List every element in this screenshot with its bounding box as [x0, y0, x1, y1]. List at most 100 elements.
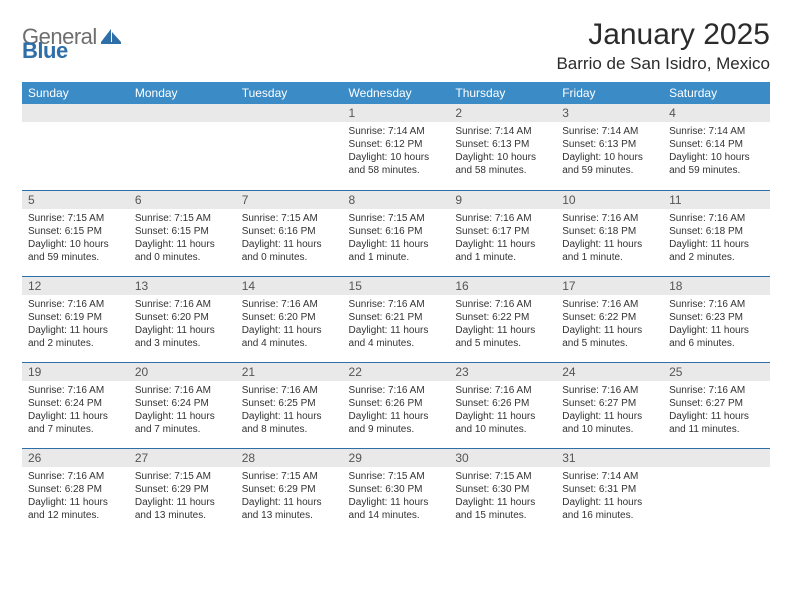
day-line: Sunset: 6:24 PM	[28, 397, 123, 410]
day-line: Sunrise: 7:14 AM	[669, 125, 764, 138]
day-number: 5	[22, 191, 129, 209]
day-line: Sunrise: 7:16 AM	[135, 298, 230, 311]
day-line: Sunset: 6:15 PM	[135, 225, 230, 238]
day-line: Daylight: 11 hours	[28, 496, 123, 509]
day-body: Sunrise: 7:14 AMSunset: 6:12 PMDaylight:…	[343, 122, 450, 181]
day-line: Sunset: 6:12 PM	[349, 138, 444, 151]
day-line: Sunrise: 7:14 AM	[349, 125, 444, 138]
day-body: Sunrise: 7:16 AMSunset: 6:28 PMDaylight:…	[22, 467, 129, 526]
day-body: Sunrise: 7:16 AMSunset: 6:18 PMDaylight:…	[663, 209, 770, 268]
day-line: Daylight: 11 hours	[455, 496, 550, 509]
day-number: 1	[343, 104, 450, 122]
day-line: Sunset: 6:29 PM	[242, 483, 337, 496]
day-line: Daylight: 11 hours	[562, 324, 657, 337]
day-number: 20	[129, 363, 236, 381]
day-line: Daylight: 11 hours	[455, 238, 550, 251]
day-line: and 10 minutes.	[562, 423, 657, 436]
day-line: and 1 minute.	[349, 251, 444, 264]
day-body: Sunrise: 7:16 AMSunset: 6:26 PMDaylight:…	[343, 381, 450, 440]
calendar-day-cell: 28Sunrise: 7:15 AMSunset: 6:29 PMDayligh…	[236, 448, 343, 534]
day-line: Sunrise: 7:16 AM	[242, 298, 337, 311]
day-line: Sunset: 6:18 PM	[562, 225, 657, 238]
day-line: Sunrise: 7:16 AM	[349, 384, 444, 397]
day-body: Sunrise: 7:16 AMSunset: 6:22 PMDaylight:…	[449, 295, 556, 354]
day-line: Sunrise: 7:15 AM	[455, 470, 550, 483]
day-line: Daylight: 11 hours	[28, 324, 123, 337]
day-line: and 2 minutes.	[28, 337, 123, 350]
day-line: and 13 minutes.	[242, 509, 337, 522]
day-line: Sunrise: 7:16 AM	[135, 384, 230, 397]
day-line: and 2 minutes.	[669, 251, 764, 264]
weekday-header: Saturday	[663, 82, 770, 104]
calendar-day-cell: 29Sunrise: 7:15 AMSunset: 6:30 PMDayligh…	[343, 448, 450, 534]
day-line: Sunset: 6:21 PM	[349, 311, 444, 324]
calendar-body: 1Sunrise: 7:14 AMSunset: 6:12 PMDaylight…	[22, 104, 770, 534]
day-line: Sunset: 6:15 PM	[28, 225, 123, 238]
day-line: Daylight: 11 hours	[349, 410, 444, 423]
day-number: 3	[556, 104, 663, 122]
weekday-header: Friday	[556, 82, 663, 104]
day-line: Daylight: 11 hours	[242, 496, 337, 509]
day-line: Daylight: 10 hours	[349, 151, 444, 164]
day-line: Sunrise: 7:15 AM	[28, 212, 123, 225]
day-number-empty	[663, 449, 770, 467]
day-line: and 9 minutes.	[349, 423, 444, 436]
day-number: 22	[343, 363, 450, 381]
day-number: 29	[343, 449, 450, 467]
calendar-day-cell: 1Sunrise: 7:14 AMSunset: 6:12 PMDaylight…	[343, 104, 450, 190]
logo-sail-icon	[101, 26, 123, 49]
day-line: and 5 minutes.	[562, 337, 657, 350]
day-line: Sunrise: 7:16 AM	[28, 298, 123, 311]
day-number: 4	[663, 104, 770, 122]
day-line: Daylight: 11 hours	[562, 410, 657, 423]
day-line: and 7 minutes.	[135, 423, 230, 436]
day-body: Sunrise: 7:16 AMSunset: 6:17 PMDaylight:…	[449, 209, 556, 268]
day-line: Sunset: 6:17 PM	[455, 225, 550, 238]
day-number-empty	[129, 104, 236, 122]
calendar-day-cell: 8Sunrise: 7:15 AMSunset: 6:16 PMDaylight…	[343, 190, 450, 276]
day-line: Sunrise: 7:16 AM	[349, 298, 444, 311]
day-line: and 10 minutes.	[455, 423, 550, 436]
day-line: Sunrise: 7:16 AM	[28, 384, 123, 397]
day-number: 30	[449, 449, 556, 467]
day-line: Sunrise: 7:16 AM	[669, 298, 764, 311]
weekday-header: Wednesday	[343, 82, 450, 104]
day-number-empty	[22, 104, 129, 122]
day-line: Daylight: 11 hours	[135, 410, 230, 423]
day-line: and 59 minutes.	[28, 251, 123, 264]
day-number: 13	[129, 277, 236, 295]
day-number: 12	[22, 277, 129, 295]
day-line: Sunset: 6:20 PM	[135, 311, 230, 324]
day-body: Sunrise: 7:16 AMSunset: 6:22 PMDaylight:…	[556, 295, 663, 354]
day-line: Daylight: 11 hours	[669, 324, 764, 337]
day-line: Sunrise: 7:14 AM	[455, 125, 550, 138]
calendar-day-cell: 14Sunrise: 7:16 AMSunset: 6:20 PMDayligh…	[236, 276, 343, 362]
calendar-week-row: 1Sunrise: 7:14 AMSunset: 6:12 PMDaylight…	[22, 104, 770, 190]
day-body: Sunrise: 7:16 AMSunset: 6:23 PMDaylight:…	[663, 295, 770, 354]
day-line: Daylight: 11 hours	[562, 238, 657, 251]
day-line: and 7 minutes.	[28, 423, 123, 436]
calendar-day-cell	[663, 448, 770, 534]
day-line: and 16 minutes.	[562, 509, 657, 522]
day-line: Daylight: 11 hours	[669, 410, 764, 423]
day-line: Daylight: 11 hours	[349, 496, 444, 509]
day-body: Sunrise: 7:16 AMSunset: 6:25 PMDaylight:…	[236, 381, 343, 440]
day-line: Daylight: 11 hours	[28, 410, 123, 423]
day-line: and 1 minute.	[455, 251, 550, 264]
logo-text-blue: Blue	[22, 38, 68, 63]
day-number: 7	[236, 191, 343, 209]
day-body: Sunrise: 7:14 AMSunset: 6:31 PMDaylight:…	[556, 467, 663, 526]
day-line: Daylight: 11 hours	[455, 410, 550, 423]
day-number: 9	[449, 191, 556, 209]
day-number: 11	[663, 191, 770, 209]
day-line: Daylight: 11 hours	[135, 496, 230, 509]
day-number: 19	[22, 363, 129, 381]
calendar-day-cell: 25Sunrise: 7:16 AMSunset: 6:27 PMDayligh…	[663, 362, 770, 448]
day-body: Sunrise: 7:16 AMSunset: 6:24 PMDaylight:…	[129, 381, 236, 440]
day-line: and 11 minutes.	[669, 423, 764, 436]
calendar-day-cell: 20Sunrise: 7:16 AMSunset: 6:24 PMDayligh…	[129, 362, 236, 448]
day-line: and 5 minutes.	[455, 337, 550, 350]
day-body: Sunrise: 7:14 AMSunset: 6:13 PMDaylight:…	[449, 122, 556, 181]
day-line: and 59 minutes.	[669, 164, 764, 177]
day-line: Sunrise: 7:16 AM	[562, 384, 657, 397]
